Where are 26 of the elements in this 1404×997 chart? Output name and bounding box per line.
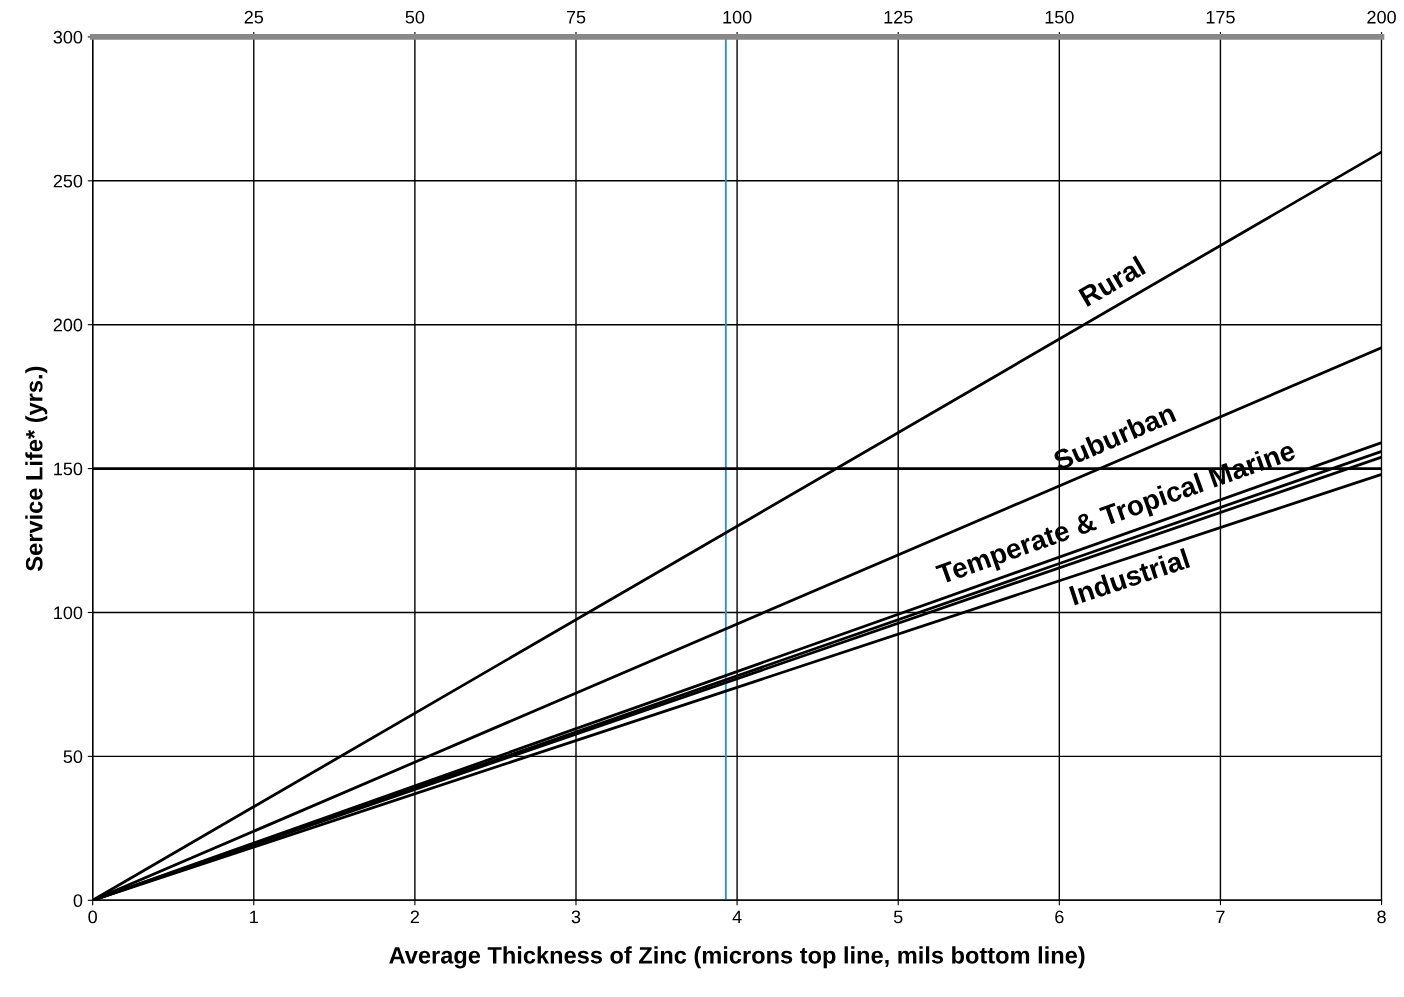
x2-tick-label: 75 xyxy=(566,11,586,24)
x-tick-label: 1 xyxy=(250,910,258,924)
y-tick-label: 0 xyxy=(73,894,83,908)
x-tick-label: 2 xyxy=(410,910,419,924)
x2-tick-label: 125 xyxy=(884,10,913,24)
x-tick-label: 8 xyxy=(1377,910,1386,924)
y-tick-label: 150 xyxy=(54,462,83,476)
x-axis-title: Average Thickness of Zinc (microns top line, mils bottom line) xyxy=(389,946,1085,969)
x2-tick-label: 25 xyxy=(244,10,264,24)
x-tick-label: 7 xyxy=(1216,910,1225,924)
x-tick-label: 0 xyxy=(88,910,97,924)
x2-tick-label: 50 xyxy=(405,10,425,24)
x-tick-label: 3 xyxy=(571,910,581,924)
x2-tick-label: 100 xyxy=(723,10,752,24)
y-tick-label: 50 xyxy=(63,750,83,764)
x-tick-label: 4 xyxy=(732,910,742,924)
y-tick-label: 100 xyxy=(54,606,83,620)
y-axis-title: Service Life* (yrs.) xyxy=(25,366,48,571)
x2-tick-label: 175 xyxy=(1206,11,1235,24)
y-tick-label: 250 xyxy=(53,174,83,188)
x2-tick-label: 200 xyxy=(1367,10,1396,24)
x2-tick-label: 150 xyxy=(1045,10,1074,24)
x-tick-label: 5 xyxy=(893,910,903,924)
x-tick-label: 6 xyxy=(1055,910,1064,924)
y-tick-label: 200 xyxy=(53,318,83,332)
y-tick-label: 300 xyxy=(53,30,83,44)
